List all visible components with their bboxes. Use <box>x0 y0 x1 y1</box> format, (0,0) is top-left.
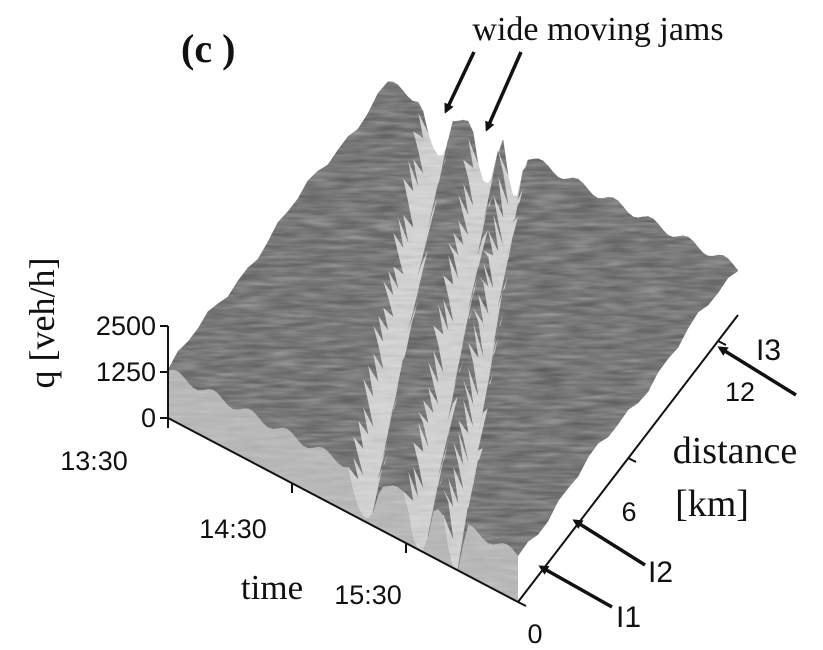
jam-annotation: wide moving jams <box>472 11 723 48</box>
panel-label: (c ) <box>181 26 235 71</box>
flow-surface <box>167 81 739 602</box>
distance-tick <box>717 340 727 346</box>
time-tick-label: 15:30 <box>334 580 402 610</box>
q-tick-label: 2500 <box>96 311 156 341</box>
q-axis-title: q [veh/h] <box>22 258 62 389</box>
detector-i2-arrow <box>572 519 646 567</box>
distance-axis-title: distance <box>673 430 798 472</box>
jam-arrow-1 <box>444 51 476 114</box>
distance-tick-label: 12 <box>725 377 755 407</box>
jam-arrow-2 <box>485 51 523 132</box>
q-tick-label: 1250 <box>96 357 156 387</box>
distance-axis-unit: [km] <box>675 483 749 525</box>
axes <box>160 314 739 607</box>
detector-i3-arrow <box>717 346 797 397</box>
distance-tick-label: 6 <box>621 497 636 527</box>
distance-tick-label: 0 <box>527 619 542 649</box>
surface-front-edge <box>168 369 518 602</box>
distance-tick <box>627 457 637 463</box>
time-tick-label: 13:30 <box>60 446 128 476</box>
detector-i1-arrow <box>538 565 613 609</box>
time-tick-label: 14:30 <box>199 514 267 544</box>
detector-i2-label: I2 <box>648 556 673 589</box>
detector-i1-label: I1 <box>616 601 641 634</box>
detector-i3-label: I3 <box>756 334 781 367</box>
time-axis-title: time <box>241 568 303 607</box>
q-tick-label: 0 <box>141 403 156 433</box>
distance-tick <box>517 601 527 607</box>
time-axis-line <box>167 417 519 603</box>
